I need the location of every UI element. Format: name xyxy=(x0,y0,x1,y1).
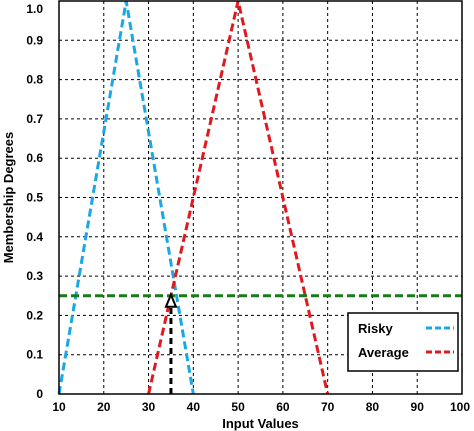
y-tick-label: 0.9 xyxy=(26,33,43,47)
legend-label-average: Average xyxy=(358,345,409,360)
legend: Risky Average xyxy=(347,312,459,372)
x-tick-label: 20 xyxy=(97,400,111,414)
y-tick-label: 0.1 xyxy=(26,348,43,362)
x-tick-label: 60 xyxy=(276,400,290,414)
x-axis-title: Input Values xyxy=(222,416,299,431)
y-axis-title: Membership Degrees xyxy=(1,132,16,264)
x-tick-label: 100 xyxy=(450,400,470,414)
x-tick-label: 10 xyxy=(52,400,66,414)
y-tick-label: 0.6 xyxy=(26,151,43,165)
plot-frame xyxy=(58,0,463,395)
y-tick-label: 0.3 xyxy=(26,269,43,283)
y-tick-label: 1.0 xyxy=(26,2,43,16)
legend-label-risky: Risky xyxy=(358,321,393,336)
annotation-layer xyxy=(59,292,462,394)
y-tick-label: 0.4 xyxy=(26,230,43,244)
x-tick-label: 90 xyxy=(411,400,425,414)
y-tick-label: 0.5 xyxy=(26,191,43,205)
arrow-head xyxy=(164,292,178,308)
legend-box xyxy=(347,312,459,372)
tick-labels: 10 20 30 40 50 60 70 80 90 100 0 0.1 0.2 0.3 0.4 0.5 0.6… xyxy=(26,2,470,414)
y-tick-label: 0.2 xyxy=(26,308,43,322)
x-tick-label: 80 xyxy=(366,400,380,414)
x-tick-label: 40 xyxy=(187,400,201,414)
x-tick-label: 30 xyxy=(142,400,156,414)
x-tick-label: 50 xyxy=(231,400,245,414)
y-tick-label: 0.7 xyxy=(26,112,43,126)
x-tick-label: 70 xyxy=(321,400,335,414)
y-tick-label: 0.8 xyxy=(26,73,43,87)
y-tick-label: 0 xyxy=(36,387,43,401)
